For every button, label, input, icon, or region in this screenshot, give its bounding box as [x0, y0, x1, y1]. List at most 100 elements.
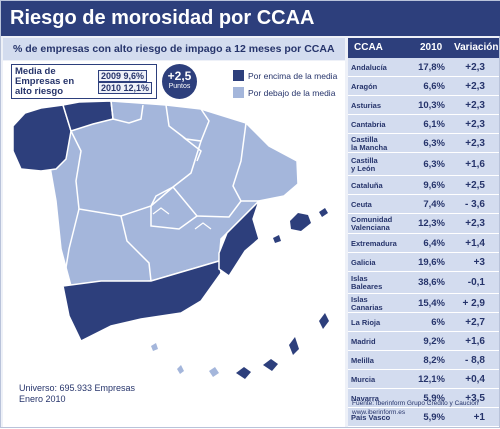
- legend-below: Por debajo de la media: [233, 87, 335, 98]
- map-region-canarias-6: [177, 365, 184, 374]
- cell-ccaa-line: Comunidad: [351, 215, 393, 224]
- map-region-borders: [62, 100, 259, 287]
- cell-ccaa: Andalucía: [351, 63, 387, 72]
- cell-2010: 6,3%: [423, 137, 445, 149]
- average-2010: 2010 12,1%: [98, 82, 153, 94]
- variation-value: +2,5: [167, 69, 192, 83]
- cell-ccaa-line: Ceuta: [351, 199, 372, 209]
- table-row: Comunidad Valenciana 12,3% +2,3: [348, 214, 499, 234]
- cell-variacion: +2,3: [465, 61, 485, 73]
- cell-ccaa-line: La Rioja: [351, 317, 381, 327]
- cell-ccaa-line: Baleares: [351, 282, 383, 291]
- cell-ccaa-line: Galicia: [351, 257, 376, 267]
- cell-variacion: +2,3: [465, 99, 485, 111]
- map-region-valencia-murcia: [218, 200, 260, 278]
- table-row: Galicia 19,6% +3: [348, 253, 499, 272]
- cell-ccaa: Madrid: [351, 336, 376, 346]
- cell-ccaa: Castilla y León: [351, 156, 378, 173]
- subtitle-bar: % de empresas con alto riesgo de impago …: [3, 38, 345, 60]
- cell-ccaa-line: Aragón: [351, 81, 378, 91]
- cell-ccaa-line: Valenciana: [351, 223, 390, 232]
- cell-2010: 8,2%: [423, 354, 445, 366]
- average-2009: 2009 9,6%: [98, 70, 148, 82]
- source-line-2: www.iberinform.es: [352, 409, 406, 416]
- cell-2010: 6,6%: [423, 80, 445, 92]
- cell-variacion: +3: [473, 256, 485, 268]
- cell-ccaa: Galicia: [351, 257, 376, 267]
- source-line-1: Fuente: Iberinform Grupo Crédito y Cauci…: [352, 400, 479, 407]
- cell-ccaa-line: Cataluña: [351, 180, 383, 190]
- table-row: Cantabria 6,1% +2,3: [348, 115, 499, 134]
- cell-variacion: +2,5: [465, 179, 485, 191]
- data-table: CCAA 2010 Variación Andalucía 17,8% +2,3 Ar…: [348, 38, 499, 427]
- cell-ccaa: La Rioja: [351, 317, 381, 327]
- title-bar: Riesgo de morosidad por CCAA: [1, 1, 500, 36]
- table-row: Islas Baleares 38,6% -0,1: [348, 272, 499, 294]
- cell-ccaa-line: la Mancha: [351, 142, 388, 152]
- cell-ccaa-line: Navarra: [351, 393, 379, 403]
- cell-2010: 15,4%: [418, 297, 445, 309]
- table-row: Islas Canarias 15,4% + 2,9: [348, 294, 499, 313]
- cell-2010: 12,1%: [418, 373, 445, 385]
- average-box: Media de Empresas en alto riesgo 2009 9,…: [11, 64, 157, 99]
- table-row: País Vasco 5,9% +1: [348, 408, 499, 427]
- cell-ccaa-line: Islas: [351, 294, 368, 304]
- universe-line-2: Enero 2010: [19, 394, 66, 404]
- map-region-ceuta: [151, 343, 158, 351]
- cell-ccaa: País Vasco: [351, 413, 390, 422]
- table-row: Aragón 6,6% +2,3: [348, 77, 499, 96]
- cell-variacion: +2,7: [465, 316, 485, 328]
- cell-ccaa-line: Castilla: [351, 134, 378, 144]
- map-chevron-markers: [152, 207, 212, 230]
- map-region-baleares-3: [273, 235, 281, 243]
- cell-2010: 10,3%: [418, 99, 445, 111]
- cell-2010: 38,6%: [418, 277, 445, 288]
- cell-variacion: +0,4: [465, 373, 485, 385]
- cell-ccaa: Navarra: [351, 393, 379, 403]
- cell-ccaa-line: y León: [351, 163, 376, 173]
- column-header-ccaa: CCAA: [354, 42, 383, 53]
- average-label: Media de Empresas en alto riesgo: [15, 66, 75, 97]
- cell-ccaa: Islas Canarias: [351, 294, 383, 312]
- cell-ccaa-line: Islas: [351, 274, 368, 283]
- column-header-variacion: Variación: [454, 42, 499, 53]
- table-row: Cataluña 9,6% +2,5: [348, 176, 499, 195]
- legend-swatch-below: [233, 87, 244, 98]
- page-subtitle: % de empresas con alto riesgo de impago …: [13, 43, 335, 55]
- column-header-2010: 2010: [420, 42, 443, 53]
- legend-swatch-above: [233, 70, 244, 81]
- variation-unit: Puntos: [168, 83, 191, 90]
- cell-variacion: +1: [473, 411, 485, 423]
- spain-map: [12, 100, 329, 379]
- cell-ccaa-line: Canarias: [351, 302, 383, 312]
- cell-2010: 19,6%: [418, 256, 445, 268]
- table-row: Asturias 10,3% +2,3: [348, 96, 499, 115]
- map-region-andalucia: [62, 260, 222, 343]
- variation-badge: +2,5 Puntos: [162, 64, 197, 99]
- cell-ccaa: Murcia: [351, 375, 375, 384]
- cell-ccaa: Cataluña: [351, 180, 383, 190]
- legend-label-below: Por debajo de la media: [248, 88, 336, 98]
- cell-ccaa: Extremadura: [351, 239, 397, 248]
- cell-variacion: +2,3: [465, 118, 485, 130]
- cell-variacion: -0,1: [467, 277, 485, 288]
- cell-ccaa-line: Madrid: [351, 336, 376, 346]
- cell-ccaa: Castilla la Mancha: [351, 134, 388, 152]
- cell-2010: 6,1%: [423, 118, 445, 130]
- map-region-canarias-1: [236, 367, 251, 379]
- legend-label-above: Por encima de la media: [248, 71, 338, 81]
- cell-ccaa: Melilla: [351, 355, 374, 365]
- map-region-baleares-1: [290, 213, 311, 231]
- universe-line-1: Universo: 695.933 Empresas: [19, 383, 136, 393]
- legend-above: Por encima de la media: [233, 70, 337, 81]
- cell-2010: 5,9%: [423, 392, 445, 404]
- cell-variacion: +2,3: [465, 218, 485, 229]
- cell-2010: 6,4%: [423, 237, 445, 249]
- cell-ccaa-line: Melilla: [351, 355, 374, 365]
- map-region-baleares-2: [319, 208, 328, 217]
- table-header: CCAA 2010 Variación: [348, 38, 499, 58]
- table-row: Melilla 8,2% - 8,8: [348, 351, 499, 370]
- cell-ccaa: Comunidad Valenciana: [351, 216, 392, 232]
- table-row: Navarra 5,9% +3,5: [348, 389, 499, 408]
- cell-variacion: +1,6: [465, 158, 485, 170]
